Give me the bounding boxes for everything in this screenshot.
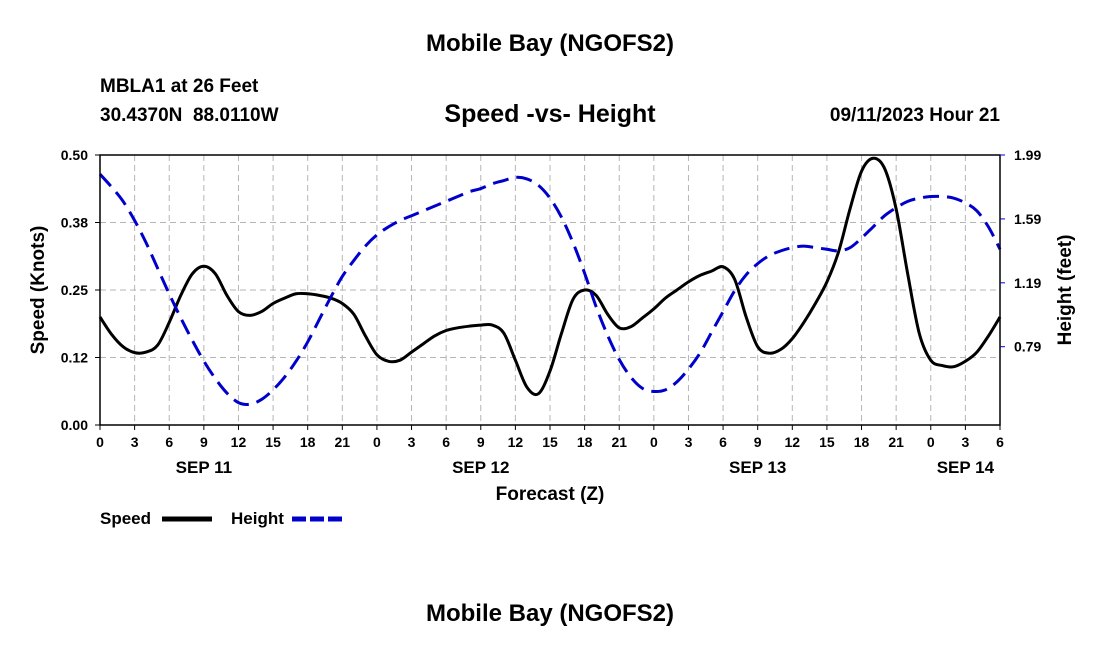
x-tick-label: 9 — [754, 434, 762, 450]
y-left-tick-label: 0.00 — [61, 417, 88, 433]
x-tick-label: 3 — [131, 434, 139, 450]
timestamp-label: 09/11/2023 Hour 21 — [829, 105, 1000, 126]
page-title: Mobile Bay (NGOFS2) — [425, 30, 675, 57]
legend-height-label: Height — [231, 509, 284, 528]
x-axis-title: Forecast (Z) — [496, 484, 605, 505]
speed-height-chart: 0 3 6 9 12 15 18 21 0 3 6 9 12 15 18 21 0 3 6 9 12 15 18 21 0 3 6S… — [28, 147, 1076, 528]
x-tick-label: 12 — [785, 434, 801, 450]
speed-series-line — [98, 156, 1002, 397]
x-date-label: SEP 11 — [176, 458, 232, 477]
y-right-tick-label: 1.99 — [1014, 147, 1041, 163]
x-tick-label: 21 — [888, 434, 904, 450]
legend-speed-label: Speed — [100, 509, 151, 528]
x-tick-label: 6 — [996, 434, 1004, 450]
x-tick-label: 6 — [165, 434, 173, 450]
x-tick-label: 0 — [927, 434, 935, 450]
x-tick-label: 3 — [408, 434, 416, 450]
x-tick-label: 0 — [650, 434, 658, 450]
x-tick-label: 6 — [719, 434, 727, 450]
station-label: MBLA1 at 26 Feet — [100, 76, 259, 97]
x-tick-label: 15 — [265, 434, 281, 450]
y-left-tick-label: 0.12 — [61, 350, 88, 366]
y-left-tick-label: 0.38 — [61, 215, 88, 231]
x-tick-label: 21 — [335, 434, 351, 450]
y-left-tick-label: 0.50 — [61, 147, 88, 163]
x-tick-label: 12 — [231, 434, 247, 450]
x-tick-label: 6 — [442, 434, 450, 450]
chart-title: Speed -vs- Height — [444, 100, 656, 128]
x-tick-label: 0 — [373, 434, 381, 450]
coords-label: 30.4370N 88.0110W — [100, 105, 279, 126]
height-series-line — [98, 173, 1002, 406]
x-tick-label: 3 — [685, 434, 693, 450]
x-tick-label: 18 — [577, 434, 593, 450]
x-tick-label: 9 — [200, 434, 208, 450]
x-tick-label: 12 — [508, 434, 524, 450]
y-left-tick-label: 0.25 — [61, 282, 88, 298]
y-right-tick-label: 0.79 — [1014, 339, 1041, 355]
x-tick-label: 18 — [854, 434, 870, 450]
x-date-label: SEP 13 — [729, 458, 786, 477]
y-right-tick-label: 1.59 — [1014, 211, 1041, 227]
x-tick-label: 0 — [96, 434, 104, 450]
page-title-repeat: Mobile Bay (NGOFS2) — [425, 600, 675, 627]
x-date-label: SEP 14 — [937, 458, 995, 477]
y-right-axis-title: Height (feet) — [1055, 235, 1076, 346]
x-tick-label: 9 — [477, 434, 485, 450]
x-tick-label: 15 — [819, 434, 835, 450]
x-tick-label: 21 — [611, 434, 627, 450]
y-right-tick-label: 1.19 — [1014, 275, 1041, 291]
x-tick-label: 15 — [542, 434, 558, 450]
y-left-axis-title: Speed (Knots) — [28, 226, 49, 355]
x-date-label: SEP 12 — [452, 458, 509, 477]
x-tick-label: 18 — [300, 434, 316, 450]
x-tick-label: 3 — [961, 434, 969, 450]
